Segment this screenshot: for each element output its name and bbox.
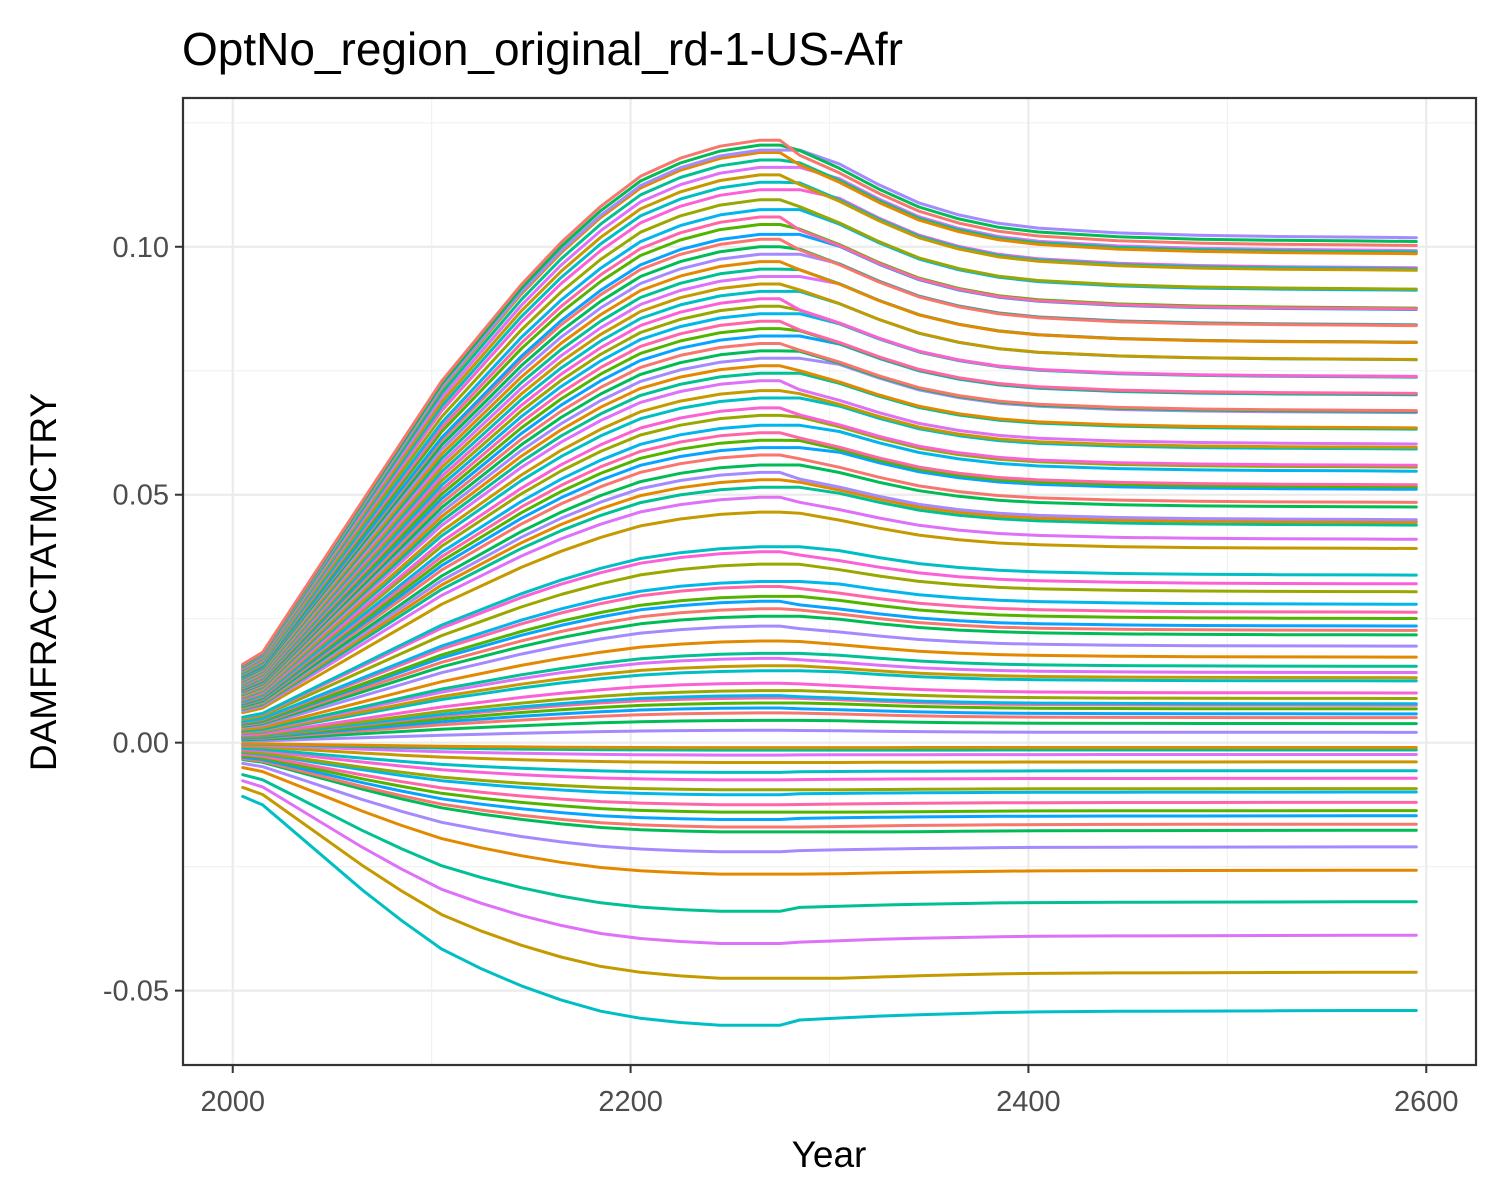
x-tick-label: 2400 [996, 1086, 1061, 1118]
series-line [241, 669, 1418, 735]
series-line [241, 614, 1418, 728]
series-line [241, 748, 1418, 782]
y-axis-title: DAMFRACTATMCTRY [23, 393, 64, 771]
series-line [241, 754, 1418, 814]
chart-title: OptNo_region_original_rd-1-US-Afr [182, 23, 903, 75]
series-line [241, 752, 1418, 807]
x-tick-label: 2200 [598, 1086, 663, 1118]
series-line [241, 379, 1418, 698]
series-line [241, 785, 1418, 980]
series-line [241, 794, 1418, 1027]
series-line [241, 585, 1418, 724]
series-line [241, 173, 1418, 671]
series-line [241, 396, 1418, 700]
series-line [241, 594, 1418, 726]
series-line [241, 478, 1418, 710]
series-line [241, 550, 1418, 720]
x-axis-title: Year [792, 1134, 867, 1175]
series-line [241, 260, 1418, 682]
series-line [241, 138, 1418, 666]
series-line [241, 656, 1418, 734]
series-line [241, 406, 1418, 701]
series-line [241, 495, 1418, 713]
y-tick-label: 0.00 [113, 728, 169, 760]
series-line [241, 470, 1418, 709]
series-line [241, 711, 1418, 741]
y-tick-label: 0.05 [113, 480, 169, 512]
series-line [241, 423, 1418, 703]
series-line [241, 431, 1418, 704]
series-line [241, 485, 1418, 711]
series-line [241, 742, 1418, 750]
series-line [241, 751, 1418, 797]
x-axis: 2000 2200 2400 2600 [200, 1065, 1459, 1118]
series-line [241, 758, 1418, 834]
series-line [241, 755, 1418, 821]
series-line [241, 545, 1418, 719]
series-line [241, 639, 1418, 731]
plot-panel-border [181, 96, 1478, 1067]
series-line [241, 580, 1418, 724]
series-line [241, 599, 1418, 726]
series-line [241, 757, 1418, 829]
series-line [241, 198, 1418, 674]
series-line [241, 342, 1418, 693]
series-line [241, 297, 1418, 687]
series-line [241, 744, 1418, 764]
series-line [241, 761, 1418, 854]
series-line [241, 750, 1418, 792]
series-line [241, 766, 1418, 876]
y-tick-label: -0.05 [103, 976, 169, 1008]
series-line [241, 562, 1418, 721]
y-axis: -0.05 0.00 0.05 0.10 [103, 232, 183, 1008]
x-tick-label: 2600 [1394, 1086, 1459, 1118]
series-line [241, 607, 1418, 727]
series-line [241, 215, 1418, 676]
series-line [241, 694, 1418, 738]
series-line [241, 446, 1418, 706]
series-line [241, 158, 1418, 669]
series-line [241, 651, 1418, 733]
x-tick-label: 2000 [200, 1086, 265, 1118]
series-line [241, 743, 1418, 757]
series-line [241, 438, 1418, 705]
series-line [241, 706, 1418, 740]
series-line [241, 463, 1418, 709]
series-line [241, 510, 1418, 715]
series-line [241, 773, 1418, 913]
series-line [241, 453, 1418, 707]
series-line [241, 689, 1418, 738]
series-line [241, 681, 1418, 737]
series-line [241, 282, 1418, 685]
series-line [241, 779, 1418, 945]
series-line [241, 389, 1418, 699]
series-line [241, 319, 1418, 690]
data-series-group [241, 138, 1418, 1027]
series-line [241, 728, 1418, 743]
series-line [241, 718, 1418, 742]
series-line [241, 701, 1418, 739]
series-line [241, 364, 1418, 696]
series-line [241, 746, 1418, 774]
series-line [241, 624, 1418, 729]
series-line [241, 664, 1418, 735]
y-tick-label: 0.10 [113, 232, 169, 264]
series-line [241, 413, 1418, 702]
